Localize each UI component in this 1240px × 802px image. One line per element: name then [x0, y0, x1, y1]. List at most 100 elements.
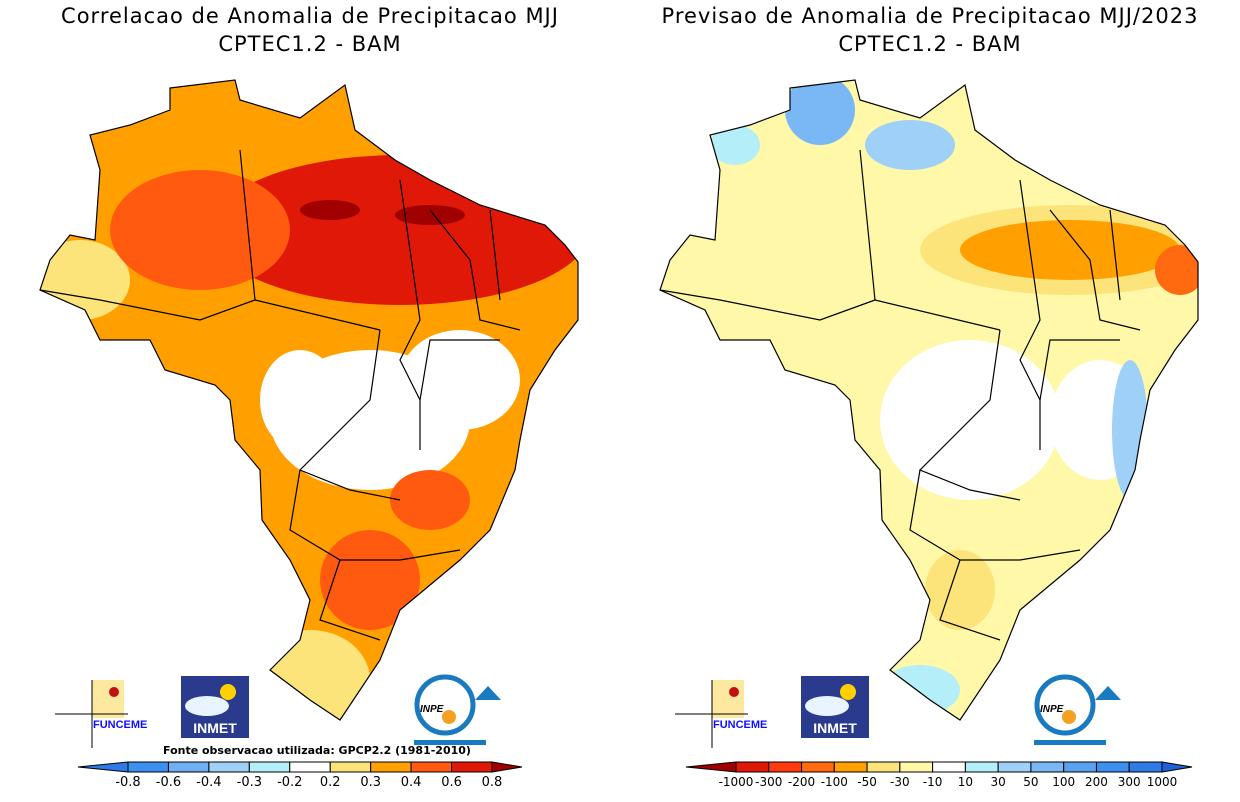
funceme-logo-dot — [729, 687, 739, 697]
state-border — [659, 289, 876, 321]
correlation-map-panel: Correlacao de Anomalia de Precipitacao M… — [39, 4, 579, 790]
precip-region — [865, 120, 955, 170]
colorbar-bin — [370, 761, 412, 773]
forecast-map: -1000 -300 -200 -100 -50 -30 -10 10 30 50 100 200 30… — [659, 79, 1199, 789]
funceme-logo-dot — [109, 687, 119, 697]
colorbar-tick-label: -0.8 — [115, 775, 140, 790]
colorbar-bin — [1030, 761, 1065, 773]
colorbar-tick-label: -0.3 — [237, 775, 262, 790]
state-border — [1039, 339, 1120, 401]
colorbar-arrow-low — [685, 761, 737, 773]
colorbar-tick-label: 0.4 — [401, 775, 422, 790]
inpe-logo-banner — [414, 740, 486, 745]
state-border — [39, 289, 256, 321]
funceme-logo — [712, 680, 744, 718]
colorbar-bin — [964, 761, 999, 773]
map-subtitle: CPTEC1.2 - BAM — [838, 32, 1022, 56]
precip-region — [925, 550, 995, 630]
colorbar-bin — [248, 761, 291, 773]
colorbar-arrow-high — [1161, 761, 1193, 773]
inmet-logo-cloud — [805, 696, 849, 716]
colorbar-tick-label: 50 — [1023, 775, 1038, 789]
state-border — [319, 559, 381, 641]
precip-region — [960, 220, 1180, 280]
precip-region — [300, 200, 360, 220]
colorbar-tick-label: 300 — [1118, 775, 1141, 789]
inmet-logo-text: INMET — [193, 720, 237, 736]
colorbar-tick-label: -1000 — [719, 775, 754, 789]
state-border — [1109, 209, 1121, 301]
colorbar-tick-label: -0.2 — [277, 775, 302, 790]
correlation-map: -0.8 -0.6 -0.4 -0.3 -0.2 0.2 0.3 0.4 0.6 0.8 FUNCE… — [39, 79, 579, 790]
colorbar-bin — [329, 761, 372, 773]
state-border — [918, 329, 1021, 501]
colorbar-tick-label: -30 — [890, 775, 910, 789]
colorbar-bin — [801, 761, 835, 773]
precip-region — [785, 80, 855, 145]
precip-region — [390, 470, 470, 530]
inpe-logo — [1034, 674, 1096, 736]
colorbar-bin — [866, 761, 901, 773]
colorbar-bin — [289, 761, 331, 773]
colorbar-bin — [899, 761, 934, 773]
inpe-logo-text: INPE — [1040, 704, 1064, 715]
colorbar-tick-label: -10 — [923, 775, 943, 789]
colorbar-bin — [833, 761, 868, 773]
precip-region — [400, 330, 520, 430]
state-border — [1049, 209, 1141, 331]
inpe-logo-banner — [1034, 740, 1106, 745]
map-title: Correlacao de Anomalia de Precipitacao M… — [61, 4, 559, 28]
colorbar-bin — [1128, 761, 1163, 773]
inmet-logo-sun — [840, 684, 856, 700]
state-border — [429, 209, 521, 331]
colorbar-tick-label: 1000 — [1147, 775, 1178, 789]
precip-region — [395, 205, 465, 225]
inpe-logo-arrow — [1095, 686, 1121, 700]
colorbar-tick-label: -50 — [857, 775, 877, 789]
colorbar-bin — [997, 761, 1032, 773]
colorbar-bin — [127, 761, 169, 773]
colorbar-tick-label: 200 — [1085, 775, 1108, 789]
state-border — [419, 339, 500, 401]
colorbar-tick-label: 0.3 — [360, 775, 381, 790]
colorbar-bin — [735, 761, 770, 773]
precip-region — [1155, 245, 1198, 295]
map-subtitle: CPTEC1.2 - BAM — [218, 32, 402, 56]
colorbar-bin — [768, 761, 803, 773]
country-border — [39, 79, 579, 721]
colorbar-bin — [1063, 761, 1097, 773]
funceme-logo-text: FUNCEME — [93, 719, 147, 731]
colorbar-tick-label: -300 — [755, 775, 782, 789]
inpe-logo-dot — [1062, 710, 1076, 724]
colorbar-bin — [451, 761, 493, 773]
colorbar-tick-label: 0.8 — [482, 775, 503, 790]
colorbar-bin — [208, 761, 250, 773]
precip-region — [710, 125, 760, 165]
map-title: Previsao de Anomalia de Precipitacao MJJ… — [661, 4, 1199, 28]
state-border — [489, 209, 501, 301]
precip-region — [320, 530, 420, 630]
inpe-logo-text: INPE — [420, 704, 444, 715]
inpe-logo — [414, 674, 476, 736]
precip-region — [880, 665, 960, 715]
colorbar-tick-label: 10 — [958, 775, 973, 789]
colorbar-tick-label: -200 — [788, 775, 815, 789]
state-border — [298, 329, 401, 501]
colorbar-bin — [932, 761, 966, 773]
funceme-logo — [92, 680, 124, 718]
country-border — [659, 79, 1199, 721]
colorbar-tick-label: 30 — [991, 775, 1006, 789]
colorbar-arrow-low — [77, 761, 129, 773]
colorbar-tick-label: -0.6 — [156, 775, 181, 790]
precip-region — [250, 630, 370, 720]
state-border — [939, 559, 1001, 641]
colorbar-tick-label: 0.6 — [441, 775, 462, 790]
inmet-logo-cloud — [185, 696, 229, 716]
colorbar-tick-label: -0.4 — [196, 775, 221, 790]
precip-region — [110, 170, 290, 290]
inpe-logo-arrow — [475, 686, 501, 700]
state-border — [399, 179, 421, 450]
colorbar-tick-label: -100 — [821, 775, 848, 789]
precip-region — [260, 350, 340, 450]
forecast-map-panel: Previsao de Anomalia de Precipitacao MJJ… — [620, 0, 1240, 802]
